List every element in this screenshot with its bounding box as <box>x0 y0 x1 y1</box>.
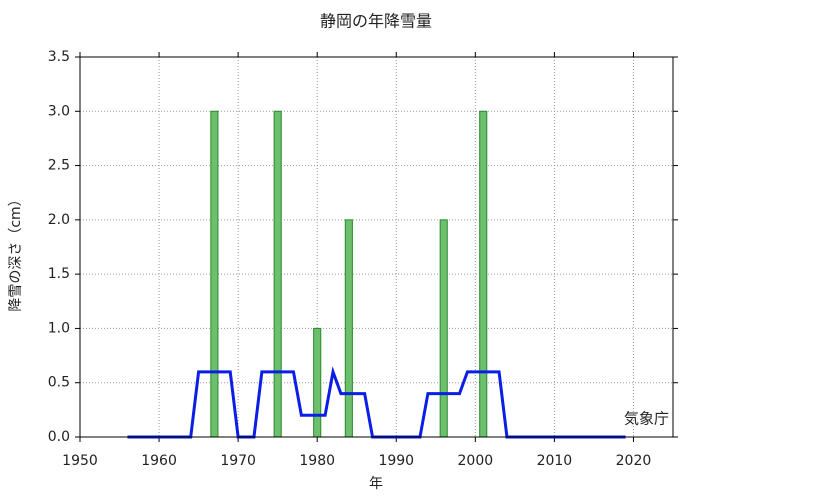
x-tick-label: 1980 <box>299 453 335 469</box>
x-axis-label: 年 <box>369 476 383 492</box>
bar <box>344 219 353 438</box>
x-tick-label: 1960 <box>141 453 177 469</box>
x-tick-label: 1990 <box>378 453 414 469</box>
bar <box>479 110 488 438</box>
bar <box>313 327 322 438</box>
bar <box>439 219 448 438</box>
y-tick-label: 2.0 <box>48 212 70 228</box>
chart-title: 静岡の年降雪量 <box>320 12 432 31</box>
x-tick-label: 2020 <box>616 453 652 469</box>
x-tick-label: 2010 <box>537 453 573 469</box>
x-tick-label: 1950 <box>62 453 98 469</box>
bar <box>210 110 219 438</box>
x-tick-label: 2000 <box>458 453 494 469</box>
y-tick-label: 3.5 <box>48 49 70 65</box>
y-tick-label: 1.5 <box>48 266 70 282</box>
plot-frame <box>79 56 674 438</box>
y-tick-label: 0.0 <box>48 429 70 445</box>
y-tick-label: 2.5 <box>48 158 70 174</box>
y-axis-label: 降雪の深さ（cm） <box>8 192 24 311</box>
y-tick-label: 1.0 <box>48 320 70 336</box>
line <box>127 366 626 439</box>
x-tick-label: 1970 <box>220 453 256 469</box>
y-tick-label: 0.5 <box>48 375 70 391</box>
bar <box>273 110 282 438</box>
annotation: 気象庁 <box>624 410 669 428</box>
y-tick-label: 3.0 <box>48 103 70 119</box>
